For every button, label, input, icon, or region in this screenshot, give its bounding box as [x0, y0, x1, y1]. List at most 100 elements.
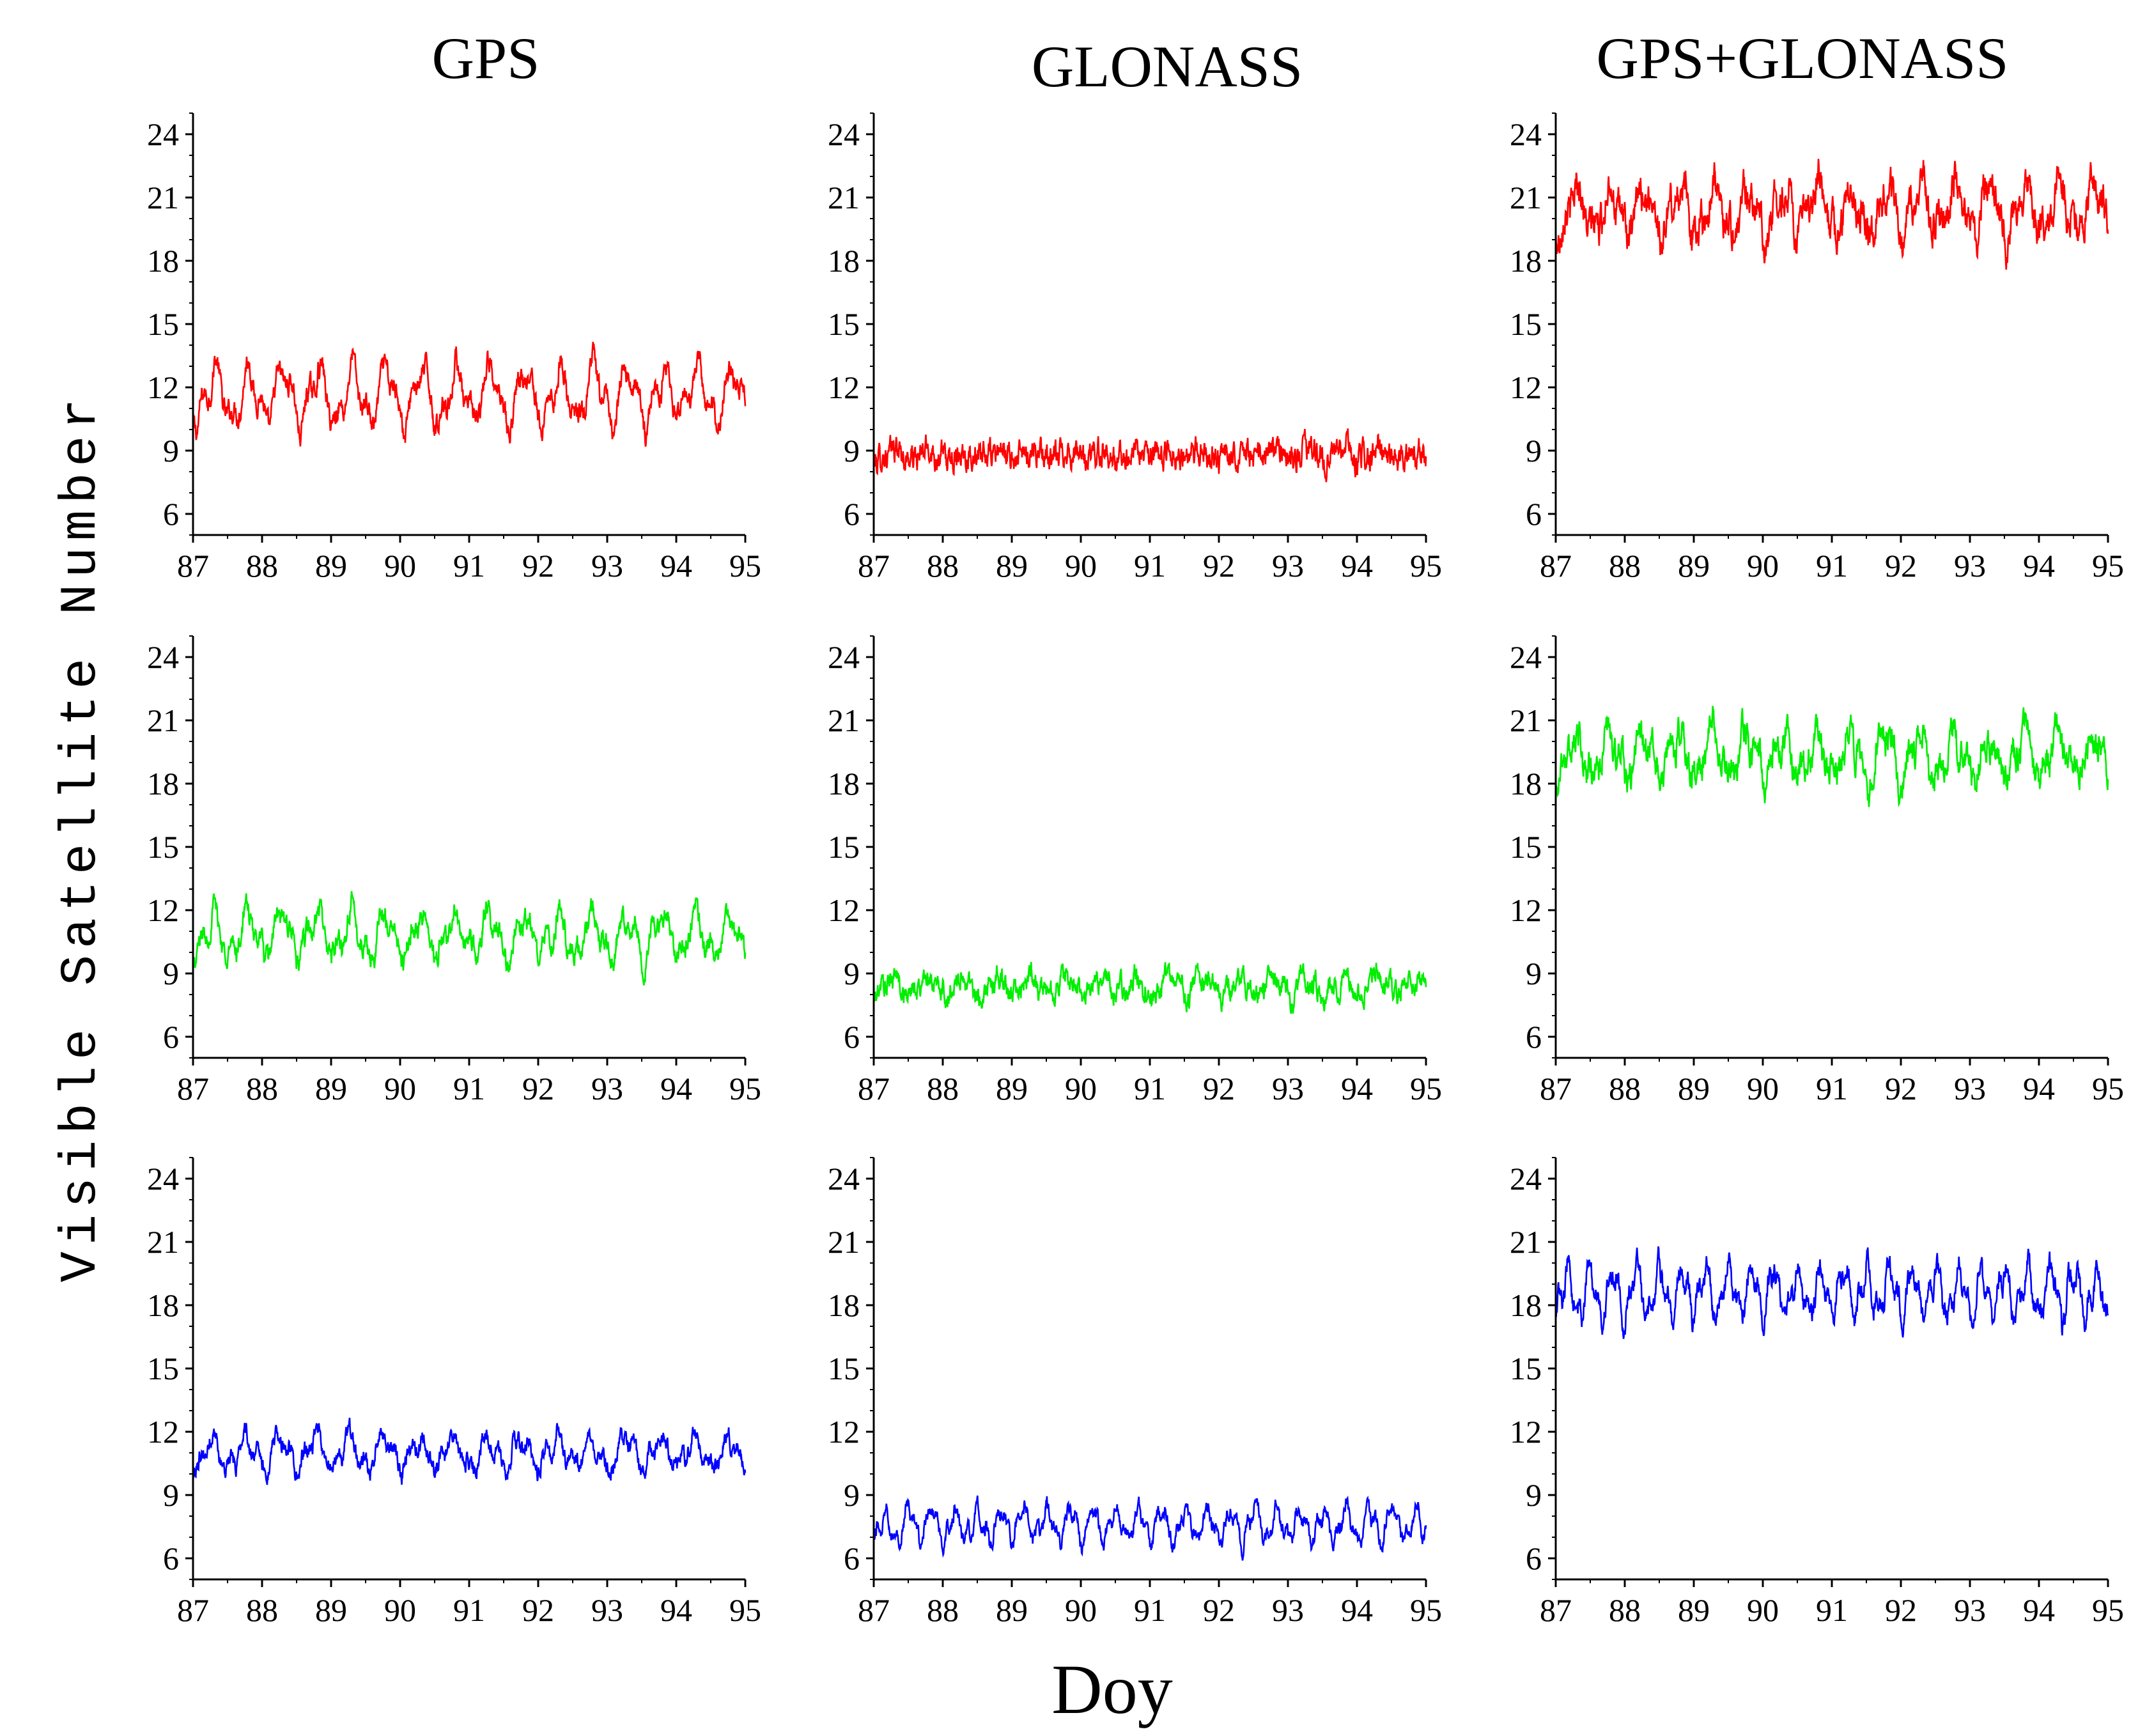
x-tick-label: 87 — [1540, 548, 1572, 584]
x-tick-label: 88 — [1609, 1592, 1641, 1628]
x-axis-title: Doy — [1051, 1650, 1172, 1728]
y-axis-title: Visible Satellite Number — [52, 392, 111, 1282]
y-tick-label: 6 — [844, 1540, 860, 1576]
y-tick-label: 21 — [1510, 180, 1542, 215]
x-tick-label: 89 — [996, 548, 1028, 584]
x-tick-label: 88 — [246, 1592, 278, 1628]
x-tick-label: 88 — [246, 548, 278, 584]
y-tick-label: 18 — [147, 243, 179, 279]
x-tick-label: 89 — [1678, 1071, 1710, 1106]
x-tick-label: 90 — [384, 1071, 416, 1106]
x-tick-label: 90 — [1747, 1592, 1779, 1628]
y-tick-label: 24 — [828, 116, 860, 152]
x-tick-label: 87 — [1540, 1592, 1572, 1628]
y-tick-label: 9 — [844, 433, 860, 469]
y-tick-label: 6 — [844, 1019, 860, 1055]
y-tick-label: 12 — [1510, 892, 1542, 928]
series-line-gps — [192, 891, 747, 986]
y-tick-label: 15 — [828, 306, 860, 342]
y-tick-label: 12 — [1510, 1414, 1542, 1450]
x-tick-label: 95 — [2092, 548, 2124, 584]
x-tick-label: 89 — [315, 1592, 347, 1628]
y-tick-label: 9 — [844, 956, 860, 991]
y-tick-label: 9 — [163, 433, 179, 469]
y-tick-label: 21 — [828, 180, 860, 215]
y-tick-label: 9 — [1526, 433, 1542, 469]
x-tick-label: 95 — [729, 1071, 761, 1106]
y-tick-label: 12 — [1510, 369, 1542, 405]
column-title-glonass: GLONASS — [1032, 34, 1303, 99]
y-tick-label: 21 — [828, 1224, 860, 1260]
x-tick-label: 93 — [1954, 548, 1986, 584]
y-tick-label: 24 — [1510, 639, 1542, 675]
x-tick-label: 89 — [1678, 1592, 1710, 1628]
y-tick-label: 21 — [147, 702, 179, 738]
x-tick-label: 90 — [1065, 548, 1097, 584]
x-tick-label: 87 — [858, 1592, 890, 1628]
y-tick-label: 18 — [1510, 243, 1542, 279]
y-tick-label: 9 — [1526, 956, 1542, 991]
panel-r2-c0: 6 9 12 15 18 21 24 87 88 89 90 91 92 93 94 95 — [147, 1157, 761, 1628]
y-tick-label: 18 — [828, 1287, 860, 1323]
panel-r1-c0: 6 9 12 15 18 21 24 87 88 89 90 91 92 93 94 95 — [147, 635, 761, 1106]
x-tick-label: 90 — [1747, 1071, 1779, 1106]
x-tick-label: 91 — [453, 1592, 485, 1628]
y-tick-label: 24 — [828, 639, 860, 675]
y-tick-label: 21 — [147, 180, 179, 215]
series-line-gps — [192, 1418, 747, 1485]
y-tick-label: 12 — [828, 1414, 860, 1450]
y-tick-label: 15 — [147, 829, 179, 865]
panel-r1-c1: 6 9 12 15 18 21 24 87 88 89 90 91 92 93 94 95 — [828, 635, 1442, 1106]
y-tick-label: 24 — [1510, 1161, 1542, 1197]
y-tick-label: 18 — [147, 1287, 179, 1323]
x-tick-label: 92 — [1203, 1592, 1235, 1628]
panel-r0-c0: 6 9 12 15 18 21 24 87 88 89 90 91 92 93 94 95 — [147, 112, 761, 584]
x-tick-label: 87 — [858, 548, 890, 584]
y-tick-label: 6 — [1526, 1019, 1542, 1055]
y-tick-label: 6 — [844, 496, 860, 532]
x-tick-label: 88 — [927, 548, 959, 584]
y-tick-label: 24 — [1510, 116, 1542, 152]
x-tick-label: 95 — [1410, 1071, 1442, 1106]
panel-grid: 6 9 12 15 18 21 24 87 88 89 90 91 92 93 94 95 6 9 12 15 18 21… — [147, 112, 2124, 1628]
y-tick-label: 15 — [147, 1351, 179, 1386]
y-tick-label: 9 — [1526, 1477, 1542, 1513]
x-tick-label: 94 — [660, 1071, 692, 1106]
x-tick-label: 92 — [522, 1592, 554, 1628]
x-tick-label: 89 — [996, 1071, 1028, 1106]
y-tick-label: 12 — [147, 892, 179, 928]
y-tick-label: 15 — [828, 829, 860, 865]
x-tick-label: 93 — [1954, 1592, 1986, 1628]
y-tick-label: 6 — [1526, 1540, 1542, 1576]
y-tick-label: 9 — [163, 956, 179, 991]
x-tick-label: 87 — [177, 1592, 209, 1628]
series-line-glonass — [872, 961, 1427, 1014]
x-tick-label: 93 — [1272, 548, 1304, 584]
panel-r0-c2: 6 9 12 15 18 21 24 87 88 89 90 91 92 93 94 95 — [1510, 112, 2124, 584]
x-tick-label: 94 — [660, 1592, 692, 1628]
series-line-gps-glonass — [1554, 1246, 2109, 1339]
y-tick-label: 18 — [1510, 766, 1542, 802]
x-tick-label: 92 — [1203, 548, 1235, 584]
y-tick-label: 24 — [147, 1161, 179, 1197]
x-tick-label: 95 — [2092, 1071, 2124, 1106]
panel-r0-c1: 6 9 12 15 18 21 24 87 88 89 90 91 92 93 94 95 — [828, 112, 1442, 584]
y-tick-label: 9 — [844, 1477, 860, 1513]
x-tick-label: 88 — [246, 1071, 278, 1106]
x-tick-label: 88 — [927, 1071, 959, 1106]
x-tick-label: 89 — [996, 1592, 1028, 1628]
y-tick-label: 12 — [828, 892, 860, 928]
y-tick-label: 21 — [147, 1224, 179, 1260]
y-tick-label: 15 — [1510, 306, 1542, 342]
y-tick-label: 18 — [828, 243, 860, 279]
x-tick-label: 95 — [1410, 548, 1442, 584]
x-tick-label: 92 — [1203, 1071, 1235, 1106]
x-tick-label: 87 — [858, 1071, 890, 1106]
y-tick-label: 12 — [828, 369, 860, 405]
x-tick-label: 91 — [1816, 1071, 1848, 1106]
x-tick-label: 87 — [177, 1071, 209, 1106]
x-tick-label: 88 — [927, 1592, 959, 1628]
column-title-gps-glonass: GPS+GLONASS — [1597, 26, 2009, 91]
y-tick-label: 6 — [163, 1540, 179, 1576]
